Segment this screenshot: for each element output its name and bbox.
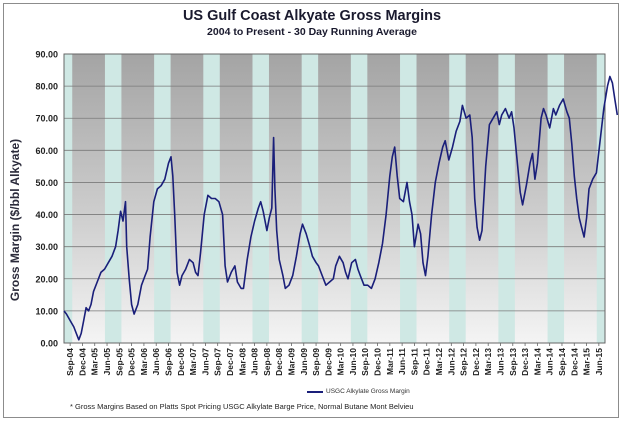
x-tick-label: Sep-12 [459,348,469,376]
x-tick-label: Dec-11 [422,348,432,376]
summer-band [252,54,269,343]
x-tick-label: Sep-10 [360,348,370,376]
x-tick-label: Dec-12 [471,348,481,376]
x-tick-label: Jun-06 [151,348,161,376]
x-tick-label: Jun-13 [495,348,505,376]
summer-band [104,54,122,343]
y-tick-label: 50.00 [35,178,58,188]
x-tick-label: Dec-06 [176,348,186,376]
y-tick-label: 40.00 [35,210,58,220]
x-tick-label: Mar-11 [385,348,395,375]
x-tick-label: Jun-05 [102,348,112,376]
summer-band [400,54,417,343]
x-tick-label: Mar-10 [336,348,346,376]
x-tick-label: Jun-11 [397,348,407,375]
x-tick-label: Sep-09 [311,348,321,376]
x-tick-label: Sep-11 [409,348,419,376]
chart-subtitle: 2004 to Present - 30 Day Running Average [207,26,417,38]
x-tick-label: Dec-07 [225,348,235,376]
y-tick-label: 70.00 [35,114,58,124]
x-tick-label: Sep-04 [65,348,75,376]
x-tick-label: Dec-05 [127,348,137,376]
series-line [63,75,619,341]
x-tick-label: Dec-04 [77,348,87,376]
x-tick-label: Dec-13 [520,348,530,376]
y-tick-label: 60.00 [35,146,58,156]
x-tick-label: Jun-15 [594,348,604,376]
summer-band [596,54,605,343]
summer-band [301,54,319,343]
y-tick-label: 20.00 [35,274,58,284]
x-tick-label: Jun-10 [348,348,358,376]
summer-band [547,54,565,343]
x-tick-label: Sep-13 [508,348,518,376]
x-tick-label: Jun-09 [299,348,309,376]
chart-title: US Gulf Coast Alkyate Gross Margins [182,8,442,24]
x-tick-label: Mar-14 [532,348,542,376]
x-tick-label: Jun-12 [446,348,456,376]
chart-legend: USGC Alkylate Gross Margin [307,388,410,395]
x-tick-label: Sep-06 [164,348,174,376]
summer-band [154,54,171,343]
x-tick-label: Dec-10 [373,348,383,376]
x-tick-label: Sep-05 [114,348,124,376]
x-tick-label: Mar-08 [237,348,247,376]
x-tick-label: Mar-09 [286,348,296,376]
legend-line-swatch [307,390,323,393]
x-tick-label: Mar-13 [483,348,493,376]
x-tick-label: Jun-07 [200,348,210,376]
x-tick-label: Sep-07 [213,348,223,376]
summer-band [498,54,515,343]
y-tick-label: 10.00 [35,306,58,316]
x-tick-label: Dec-09 [323,348,333,376]
x-tick-label: Mar-15 [582,348,592,376]
x-tick-label: Mar-05 [90,348,100,376]
summer-band [64,54,73,343]
x-tick-label: Jun-14 [545,348,555,376]
x-tick-label: Mar-07 [188,348,198,376]
y-tick-label: 90.00 [35,50,58,60]
y-tick-label: 0.00 [40,339,58,349]
x-tick-label: Mar-12 [434,348,444,376]
summer-band [449,54,466,343]
x-tick-label: Dec-14 [569,348,579,376]
chart-footnote: * Gross Margins Based on Platts Spot Pri… [70,402,414,411]
y-tick-label: 80.00 [35,82,58,92]
legend-label: USGC Alkylate Gross Margin [326,388,410,395]
x-tick-label: Jun-08 [250,348,260,376]
summer-band [350,54,368,343]
x-tick-label: Mar-06 [139,348,149,376]
plot-border [63,53,606,344]
x-tick-label: Dec-08 [274,348,284,376]
y-tick-label: 30.00 [35,242,58,252]
x-tick-label: Sep-08 [262,348,272,376]
x-tick-label: Sep-14 [557,348,567,376]
